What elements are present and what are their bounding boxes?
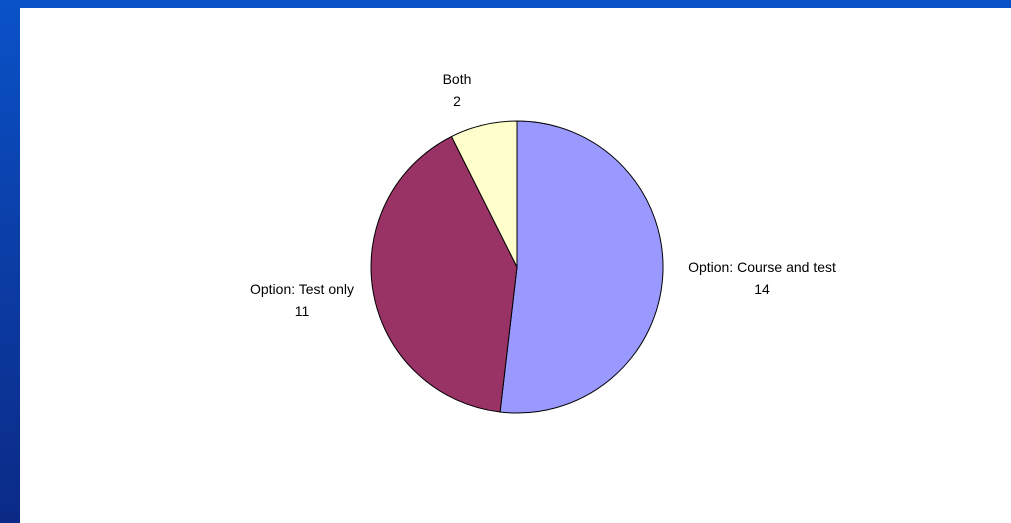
data-label-option-course-and-test: Option: Course and test [688,259,836,275]
pie-slice-option-course-and-test [499,120,664,414]
data-value-option-course-and-test: 14 [754,281,770,297]
pie-slice-both [450,120,518,268]
pie-slice-option-test-only [370,135,518,413]
data-label-option-test-only: Option: Test only [250,281,354,297]
data-value-both: 2 [453,93,461,109]
data-value-option-test-only: 11 [295,303,310,319]
data-label-both: Both [443,71,472,87]
